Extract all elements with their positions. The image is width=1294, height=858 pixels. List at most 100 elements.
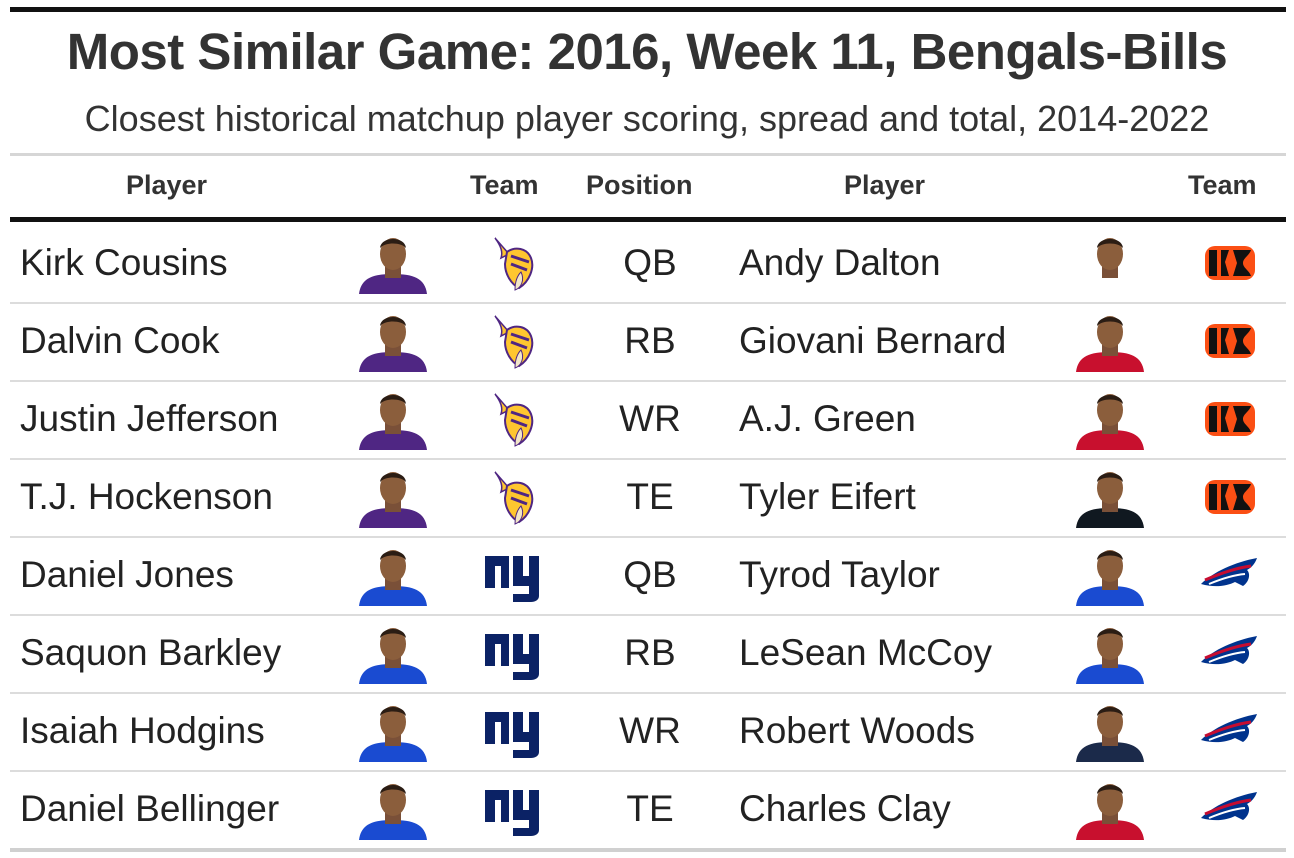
match-team-logo	[1195, 380, 1265, 458]
header-team-2: Team	[1188, 170, 1257, 200]
team-logo	[480, 224, 544, 302]
table-row: Kirk Cousins QB Andy Dalton	[10, 224, 1286, 304]
giants-logo-icon	[481, 700, 543, 762]
match-player-name: LeSean McCoy	[739, 632, 992, 673]
headshot-icon	[1072, 232, 1148, 294]
bills-logo-icon	[1199, 778, 1261, 840]
match-team-logo	[1195, 692, 1265, 770]
team-logo	[480, 614, 544, 692]
match-player-name: A.J. Green	[739, 398, 916, 439]
player-name: Justin Jefferson	[20, 398, 279, 439]
headshot-icon	[355, 544, 431, 606]
bengals-logo-icon	[1199, 466, 1261, 528]
header-player-2: Player	[844, 170, 926, 200]
position: TE	[626, 788, 674, 829]
match-player-headshot	[1070, 614, 1150, 692]
top-rule	[10, 7, 1286, 12]
vikings-logo-icon	[481, 232, 543, 294]
match-team-logo	[1195, 224, 1265, 302]
table-header: Player Team Position Player Team	[10, 160, 1286, 216]
team-logo	[480, 536, 544, 614]
team-logo	[480, 692, 544, 770]
player-name: Saquon Barkley	[20, 632, 282, 673]
match-player-name: Charles Clay	[739, 788, 951, 829]
player-headshot	[353, 302, 433, 380]
headshot-icon	[1072, 544, 1148, 606]
bengals-logo-icon	[1199, 232, 1261, 294]
headshot-icon	[355, 232, 431, 294]
match-player-headshot	[1070, 458, 1150, 536]
player-name: T.J. Hockenson	[20, 476, 273, 517]
headshot-icon	[355, 778, 431, 840]
headshot-icon	[355, 466, 431, 528]
giants-logo-icon	[481, 778, 543, 840]
page-subtitle: Closest historical matchup player scorin…	[84, 98, 1210, 139]
page-title: Most Similar Game: 2016, Week 11, Bengal…	[66, 23, 1228, 80]
table-row: Isaiah Hodgins WR Robert Woods	[10, 692, 1286, 772]
position: TE	[626, 476, 674, 517]
table-row: T.J. Hockenson TE Tyler Eifert	[10, 458, 1286, 538]
team-logo	[480, 458, 544, 536]
position: QB	[623, 554, 677, 595]
player-name: Isaiah Hodgins	[20, 710, 265, 751]
match-player-name: Tyler Eifert	[739, 476, 916, 517]
match-team-logo	[1195, 614, 1265, 692]
match-player-headshot	[1070, 692, 1150, 770]
match-player-headshot	[1070, 224, 1150, 302]
table-row: Justin Jefferson WR A.J. Green	[10, 380, 1286, 460]
match-team-logo	[1195, 302, 1265, 380]
header-position: Position	[586, 170, 693, 200]
bills-logo-icon	[1199, 544, 1261, 606]
player-name: Daniel Bellinger	[20, 788, 280, 829]
player-headshot	[353, 614, 433, 692]
position: RB	[624, 632, 676, 673]
match-player-headshot	[1070, 380, 1150, 458]
player-headshot	[353, 692, 433, 770]
header-top-rule	[10, 153, 1286, 156]
headshot-icon	[1072, 622, 1148, 684]
headshot-icon	[355, 388, 431, 450]
player-name: Dalvin Cook	[20, 320, 220, 361]
headshot-icon	[1072, 778, 1148, 840]
match-player-name: Tyrod Taylor	[739, 554, 940, 595]
position: WR	[619, 398, 681, 439]
vikings-logo-icon	[481, 310, 543, 372]
vikings-logo-icon	[481, 466, 543, 528]
match-team-logo	[1195, 458, 1265, 536]
team-logo	[480, 380, 544, 458]
team-logo	[480, 302, 544, 380]
match-player-headshot	[1070, 302, 1150, 380]
player-name: Kirk Cousins	[20, 242, 228, 283]
bengals-logo-icon	[1199, 310, 1261, 372]
giants-logo-icon	[481, 622, 543, 684]
giants-logo-icon	[481, 544, 543, 606]
vikings-logo-icon	[481, 388, 543, 450]
headshot-icon	[355, 700, 431, 762]
headshot-icon	[355, 310, 431, 372]
match-team-logo	[1195, 536, 1265, 614]
player-headshot	[353, 458, 433, 536]
player-name: Daniel Jones	[20, 554, 234, 595]
bengals-logo-icon	[1199, 388, 1261, 450]
match-player-name: Robert Woods	[739, 710, 975, 751]
header-bottom-rule	[10, 217, 1286, 222]
bills-logo-icon	[1199, 700, 1261, 762]
header-team-1: Team	[470, 170, 539, 200]
match-player-name: Giovani Bernard	[739, 320, 1007, 361]
match-team-logo	[1195, 770, 1265, 848]
match-player-headshot	[1070, 536, 1150, 614]
player-headshot	[353, 380, 433, 458]
team-logo	[480, 770, 544, 848]
headshot-icon	[1072, 466, 1148, 528]
headshot-icon	[1072, 388, 1148, 450]
position: RB	[624, 320, 676, 361]
player-headshot	[353, 770, 433, 848]
bills-logo-icon	[1199, 622, 1261, 684]
table-row: Daniel Bellinger TE Charles Clay	[10, 770, 1286, 852]
player-headshot	[353, 224, 433, 302]
headshot-icon	[1072, 700, 1148, 762]
headshot-icon	[355, 622, 431, 684]
match-player-headshot	[1070, 770, 1150, 848]
table-row: Daniel Jones QB Tyrod Taylor	[10, 536, 1286, 616]
